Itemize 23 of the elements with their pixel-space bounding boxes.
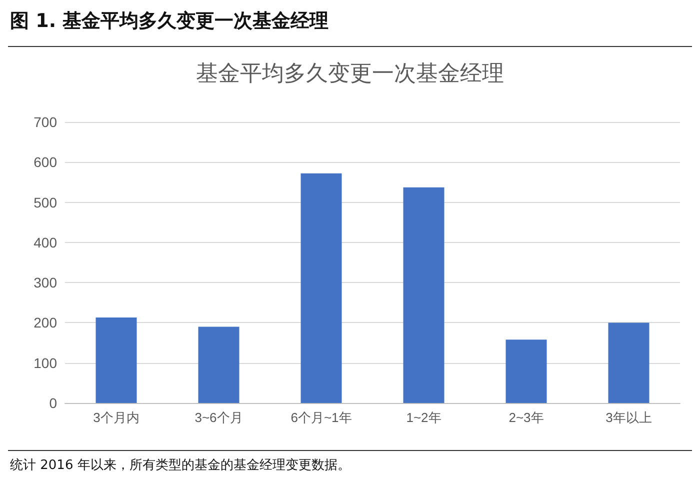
x-tick-label: 3年以上 xyxy=(606,410,652,425)
x-tick-label: 3~6个月 xyxy=(194,410,243,425)
y-tick-label: 400 xyxy=(34,234,58,250)
text: 统计 2016 年以来，所有类型的基金的基金经理变更数据。 xyxy=(10,457,350,474)
x-tick-label: 3个月内 xyxy=(93,410,140,425)
bar xyxy=(403,187,444,403)
chart-title: 图 1. 基金平均多久变更一次基金经理 xyxy=(10,9,329,34)
bar xyxy=(506,340,547,403)
x-tick-label: 2~3年 xyxy=(508,410,544,425)
y-tick-label: 100 xyxy=(34,354,58,371)
y-tick-label: 0 xyxy=(49,395,58,411)
y-tick-label: 200 xyxy=(34,314,58,331)
bar xyxy=(198,326,240,403)
y-tick-label: 600 xyxy=(34,154,58,170)
y-tick-label: 300 xyxy=(34,274,58,291)
bar xyxy=(96,317,137,403)
chart-subtitle: 基金平均多久变更一次基金经理 xyxy=(196,62,504,86)
bar xyxy=(300,173,342,403)
x-tick-label: 1~2年 xyxy=(406,410,442,425)
y-tick-label: 700 xyxy=(34,114,58,130)
y-tick-label: 500 xyxy=(34,194,58,210)
x-tick-label: 6个月~1年 xyxy=(290,410,352,425)
bar xyxy=(608,322,650,403)
